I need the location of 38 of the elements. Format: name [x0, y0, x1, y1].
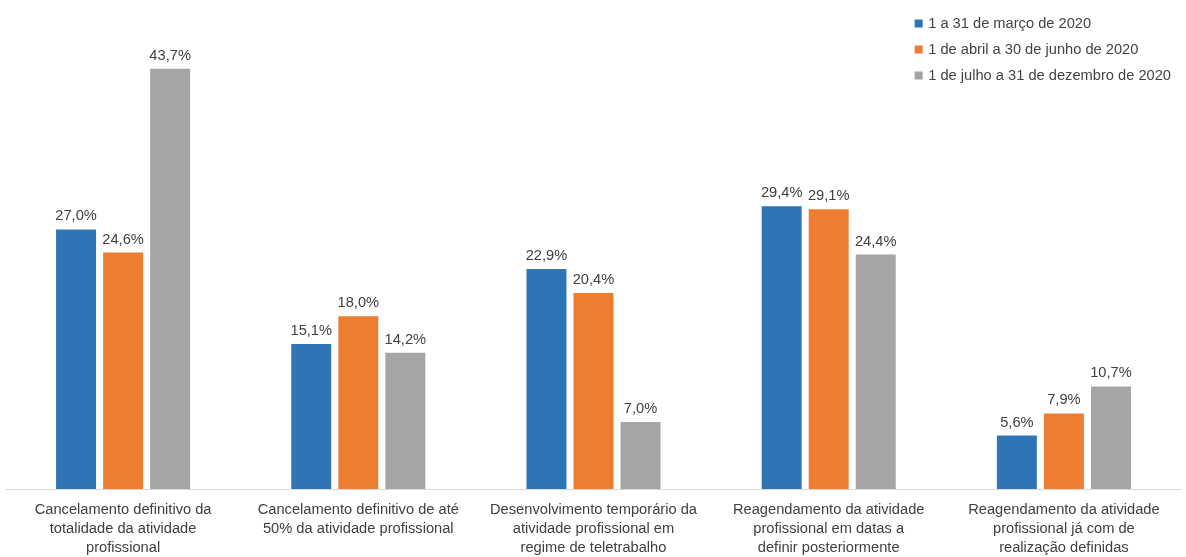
bar	[291, 344, 332, 490]
bar	[526, 268, 567, 490]
data-label: 24,6%	[102, 230, 144, 247]
data-label: 29,1%	[807, 187, 850, 204]
bar	[338, 316, 379, 490]
bar	[385, 352, 426, 490]
bar	[573, 293, 614, 490]
data-label: 18,0%	[337, 294, 380, 311]
data-label: 20,4%	[572, 271, 615, 288]
legend-label: 1 de abril a 30 de junho de 2020	[928, 41, 1139, 57]
legend-label: 1 a 31 de março de 2020	[928, 15, 1092, 31]
data-label: 24,4%	[854, 232, 897, 249]
x-tick-label: Desenvolvimento temporário da atividade profissional em regime de teletrabalho	[490, 500, 698, 555]
data-label: 43,7%	[149, 46, 191, 63]
x-tick-label: Reagendamento da atividade profissional já com de realização definidas	[968, 500, 1160, 555]
legend-label: 1 de julho a 31 de dezembro de 2020	[928, 67, 1171, 83]
data-label: 14,2%	[384, 330, 427, 347]
x-tick-label: Reagendamento da atividade profissional em datas a definir posteriormente	[732, 500, 925, 555]
data-label: 7,0%	[623, 400, 658, 417]
data-label: 5,6%	[1000, 413, 1034, 430]
bar	[855, 254, 896, 490]
x-tick-label: Cancelamento definitivo da totalidade da atividade profissional	[34, 500, 213, 555]
data-label: 10,7%	[1090, 364, 1132, 381]
bar	[150, 68, 191, 490]
bar	[996, 435, 1037, 490]
data-label: 7,9%	[1047, 391, 1081, 408]
bar	[620, 422, 661, 490]
data-label: 22,9%	[525, 246, 568, 263]
data-label: 29,4%	[760, 184, 803, 201]
x-tick-label: Cancelamento definitivo de até 50% da atividade profissional	[257, 500, 459, 536]
data-label: 15,1%	[290, 322, 333, 339]
bar	[1090, 386, 1131, 490]
bar	[1043, 413, 1084, 490]
bar	[808, 209, 849, 490]
bar	[761, 206, 802, 490]
data-label: 27,0%	[55, 207, 97, 224]
bar	[56, 229, 97, 490]
bar	[103, 252, 144, 490]
